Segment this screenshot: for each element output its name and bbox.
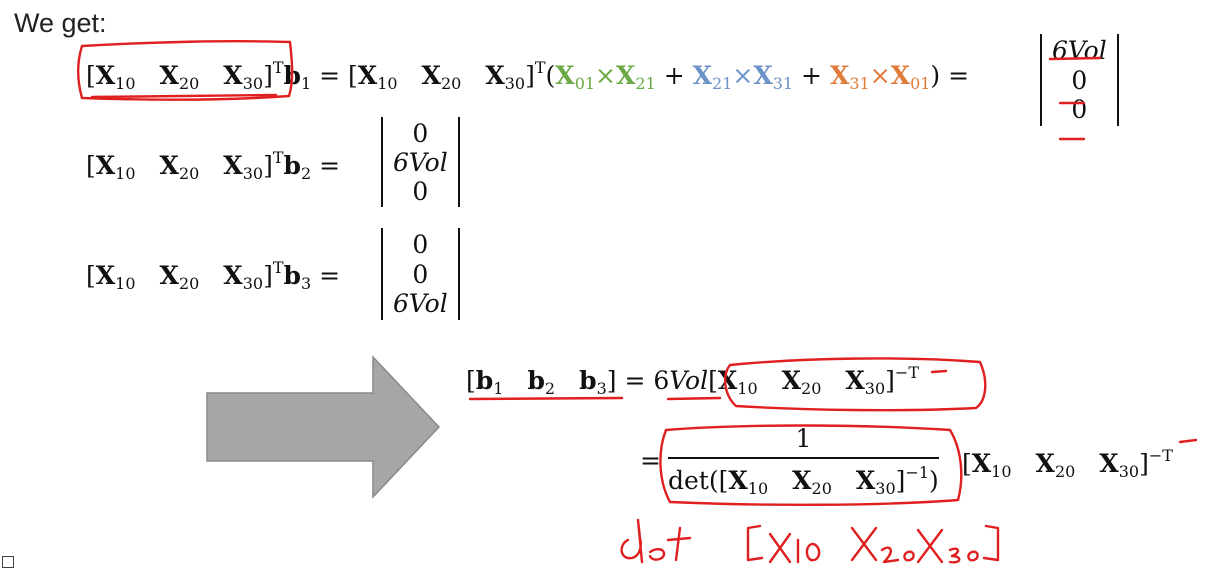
- matrix-b1: 6Vol 0 0: [1040, 34, 1119, 126]
- matrix-b3: 0 0 6Vol: [381, 228, 460, 320]
- gray-right-arrow-icon: [206, 355, 441, 499]
- equation-b1: [X10 X20 X30]Tb1 = [X10 X20 X30]T(X01×X21 + …: [86, 58, 970, 93]
- equals-sign: =: [640, 446, 661, 475]
- equation-result: [b1 b2 b3] = 6Vol[X10 X20 X30]−T: [466, 363, 919, 398]
- equation-b2: [X10 X20 X30]Tb2 =: [86, 148, 341, 183]
- equation-tail: [X10 X20 X30]−T: [962, 446, 1173, 481]
- intro-text: We get:: [14, 8, 107, 38]
- slide-footer-icon: [2, 556, 14, 568]
- equation-b3: [X10 X20 X30]Tb3 =: [86, 258, 341, 293]
- matrix-b2: 0 6Vol 0: [381, 117, 460, 207]
- fraction: 1 det([X10 X20 X30]−1): [668, 424, 939, 498]
